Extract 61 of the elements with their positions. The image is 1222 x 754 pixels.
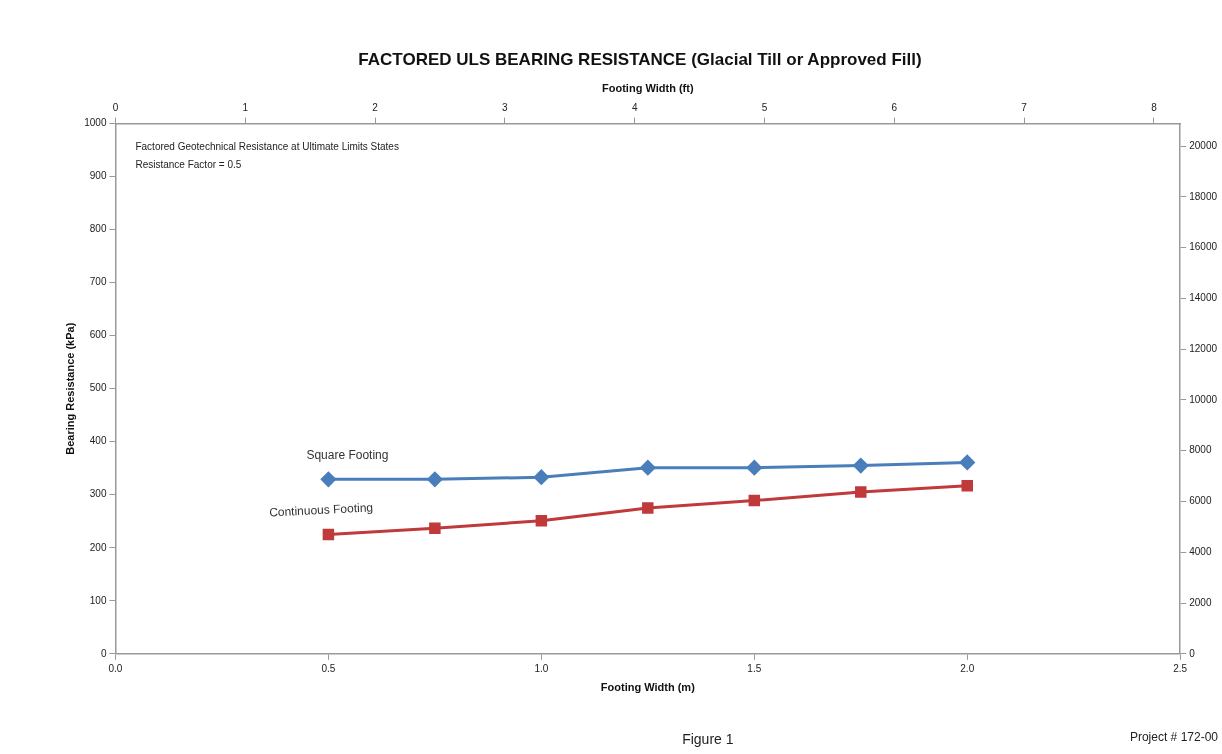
point — [959, 454, 975, 470]
text: Project # 172-00 — [1129, 730, 1219, 745]
point — [533, 469, 549, 485]
y2-tick-label: 10000 — [1189, 393, 1218, 405]
x2-axis-title: Footing Width (ft) — [602, 82, 694, 95]
y-tick-label: 900 — [89, 170, 107, 182]
point — [640, 460, 656, 476]
x2-tick-label: 1 — [242, 102, 249, 114]
x2-tick-label: 4 — [631, 102, 638, 114]
point — [961, 479, 973, 492]
x2-tick-label: 7 — [1021, 102, 1028, 114]
y2-tick-label: 2000 — [1189, 596, 1212, 608]
y2-tick-label: 20000 — [1189, 139, 1218, 151]
y-tick-label: 0 — [100, 647, 107, 659]
point — [642, 502, 654, 514]
annotation: Resistance Factor = 0.5 — [135, 159, 242, 171]
y2-tick-label: 14000 — [1189, 292, 1218, 304]
annotation: Factored Geotechnical Resistance at Ultimate Limits States — [135, 141, 399, 153]
y2-tick-label: 12000 — [1189, 342, 1218, 354]
point — [322, 528, 335, 541]
y-tick-label: 700 — [89, 276, 107, 288]
y-tick-label: 800 — [89, 223, 107, 235]
y-tick-label: 200 — [89, 541, 107, 553]
x-tick-label: 0.5 — [321, 662, 336, 674]
y-tick-label: 1000 — [84, 117, 107, 129]
point — [320, 471, 336, 487]
point — [429, 522, 441, 534]
y2-tick-label: 0 — [1189, 647, 1196, 659]
x-axis-title: Footing Width (m) — [600, 681, 696, 694]
y-axis-title: Bearing Resistance (kPa) — [63, 322, 76, 455]
chart-title: FACTORED ULS BEARING RESISTANCE (Glacial Till or Approved Fill) — [358, 49, 922, 69]
y-tick-label: 600 — [89, 329, 107, 341]
y2-tick-label: 18000 — [1189, 190, 1218, 202]
x-tick-label: 1.0 — [534, 662, 549, 674]
x2-tick-label: 5 — [761, 102, 768, 114]
y-tick-label: 500 — [89, 382, 107, 394]
x2-tick-label: 2 — [372, 102, 379, 114]
y-tick-label: 100 — [89, 594, 107, 606]
point — [535, 514, 548, 527]
x2-tick-label: 3 — [502, 102, 509, 114]
caption: Figure 1 — [682, 730, 734, 747]
x2-tick-label: 8 — [1151, 102, 1158, 114]
series-label: Continuous Footing — [268, 500, 374, 520]
x2-tick-label: 6 — [891, 102, 898, 114]
point — [746, 460, 762, 476]
y2-tick-label: 4000 — [1189, 546, 1212, 557]
x-tick-label: 1.5 — [747, 662, 762, 674]
y2-tick-label: 8000 — [1189, 444, 1212, 456]
x-tick-label: 2.5 — [1173, 662, 1188, 674]
point — [855, 486, 867, 498]
x2-tick-label: 0 — [112, 102, 119, 114]
y2-tick-label: 6000 — [1189, 495, 1212, 507]
y-tick-label: 400 — [89, 435, 107, 447]
point — [748, 494, 761, 507]
x-tick-label: 0.0 — [108, 662, 123, 674]
point — [853, 458, 869, 474]
series-label: Square Footing — [306, 447, 389, 462]
point — [427, 471, 443, 487]
x-tick-label: 2.0 — [960, 662, 975, 674]
y-tick-label: 300 — [89, 488, 107, 500]
y2-tick-label: 16000 — [1189, 241, 1218, 253]
